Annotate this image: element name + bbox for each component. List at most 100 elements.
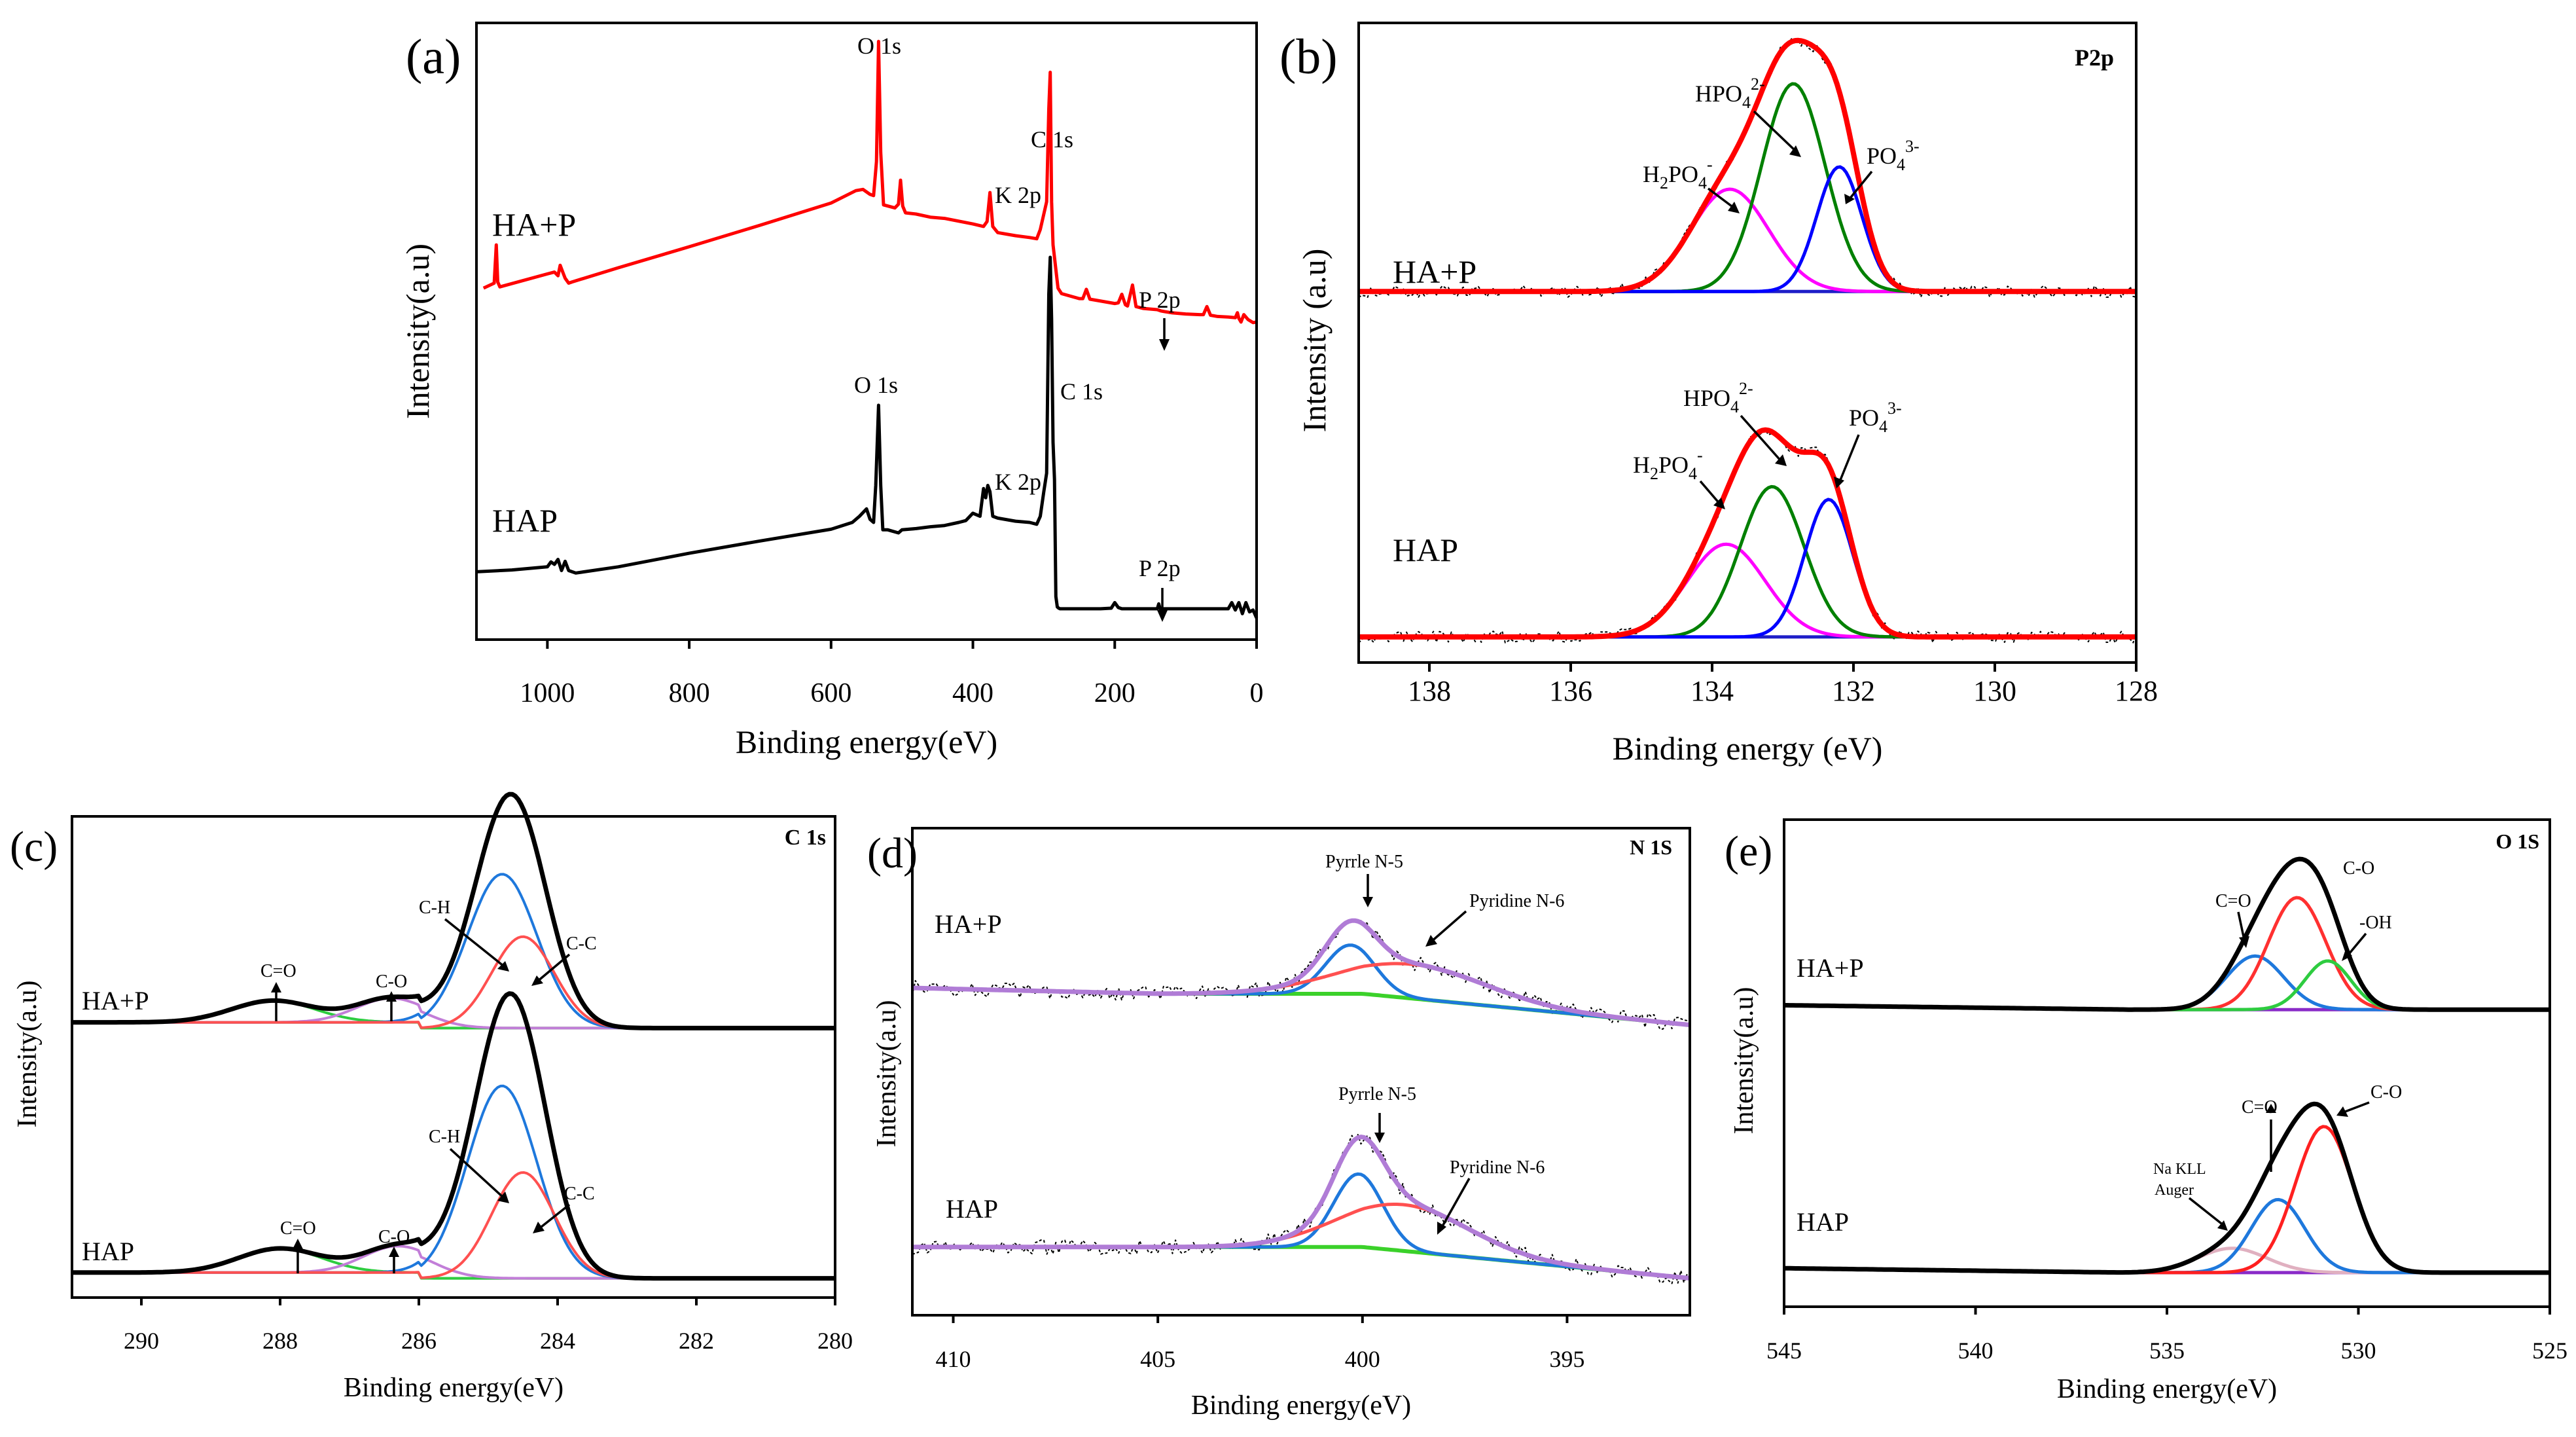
x-tick-label: 0 bbox=[1250, 678, 1264, 708]
annotation-co-hap-p-e: C-O bbox=[2343, 858, 2374, 879]
x-tick-label: 525 bbox=[2532, 1337, 2567, 1364]
panel-a-x-ticks: 1000 800 600 400 200 0 bbox=[520, 640, 1264, 708]
annotation-arrow-h2po4-hap bbox=[1699, 480, 1721, 505]
x-tick-label: 405 bbox=[1140, 1346, 1175, 1372]
panel-c-corner-label: C 1s bbox=[785, 826, 826, 850]
x-tick-label: 134 bbox=[1690, 675, 1734, 707]
panel-b-series bbox=[1358, 37, 2137, 644]
annotation-co-hap-e: C-O bbox=[2370, 1082, 2402, 1102]
raw-data-hap bbox=[912, 1134, 1690, 1284]
series-label-hap-d: HAP bbox=[946, 1194, 998, 1224]
panel-d-ylabel: Intensity(a.u) bbox=[872, 1000, 902, 1147]
envelope-ha-p bbox=[1359, 37, 2136, 295]
annotation-po4-hap-p: PO43- bbox=[1867, 137, 1920, 174]
baseline-hap bbox=[912, 1245, 1690, 1281]
envelope-hap bbox=[1359, 427, 2136, 640]
annotation-arrow-h2po4-hap-p bbox=[1707, 187, 1736, 209]
panel-label-d: (d) bbox=[867, 829, 918, 877]
annotation-oh-hap-p-e: -OH bbox=[2359, 913, 2392, 933]
annotation-arrowhead-co-hap bbox=[389, 1246, 399, 1257]
annotation-arrowhead-c-eq-o-hap-e bbox=[2266, 1104, 2276, 1113]
envelope-ha-p bbox=[1784, 856, 2550, 1012]
panel-d-xlabel: Binding energy(eV) bbox=[1191, 1391, 1411, 1421]
annotation-pyrrle-hap: Pyrrle N-5 bbox=[1338, 1084, 1416, 1104]
annotation-c1s-hap: C 1s bbox=[1060, 378, 1103, 405]
annotation-ch-hap-p: C-H bbox=[419, 898, 450, 918]
panel-d-corner-label: N 1S bbox=[1630, 835, 1672, 859]
panel-b: (b) 138 136 134 132 130 128 P2p Binding energ… bbox=[1279, 22, 2158, 767]
panel-c-frame bbox=[71, 815, 836, 1299]
x-tick-label: 395 bbox=[1549, 1346, 1584, 1372]
panel-e-corner-label: O 1S bbox=[2496, 829, 2539, 853]
series-label-hap-e: HAP bbox=[1797, 1207, 1849, 1237]
annotation-c-eq-o-hap-p-e: C=O bbox=[2215, 891, 2251, 911]
raw-data-hap bbox=[1358, 429, 2137, 644]
envelope-ha-p bbox=[912, 918, 1690, 1027]
annotation-k2p-hap: K 2p bbox=[995, 469, 1041, 495]
series-label-hap: HAP bbox=[492, 502, 558, 539]
annotation-h2po4-hap-p: H2PO4- bbox=[1643, 155, 1713, 192]
annotation-arrowhead-c-eq-o-hap-p bbox=[271, 982, 281, 992]
annotation-k2p-hap-p: K 2p bbox=[995, 182, 1041, 208]
annotation-arrowhead-c-eq-o-hap-p-e bbox=[2239, 936, 2249, 948]
panel-label-e: (e) bbox=[1725, 828, 1772, 875]
annotation-arrowhead-na-kll bbox=[2217, 1220, 2228, 1231]
annotation-arrow-pyridine-hap-p bbox=[1429, 910, 1467, 944]
panel-d-series bbox=[912, 918, 1690, 1284]
panel-label-a: (a) bbox=[406, 29, 461, 84]
annotation-arrow-po4-hap-p bbox=[1848, 170, 1873, 201]
panel-c-x-ticks: 290 288 286 284 282 280 bbox=[124, 1298, 853, 1354]
annotation-h2po4-hap: H2PO4- bbox=[1633, 446, 1703, 483]
x-tick-label: 800 bbox=[669, 678, 710, 708]
x-tick-label: 136 bbox=[1549, 675, 1592, 707]
series-label-ha-p-d: HA+P bbox=[935, 909, 1002, 939]
x-tick-label: 138 bbox=[1408, 675, 1451, 707]
envelope-hap bbox=[912, 1135, 1690, 1281]
x-tick-label: 600 bbox=[810, 678, 851, 708]
annotation-arrow-cc-hap-p bbox=[535, 953, 571, 983]
series-line-ha-p bbox=[482, 39, 1257, 325]
annotation-ch-hap: C-H bbox=[429, 1127, 460, 1147]
annotation-arrowhead-h2po4-hap bbox=[1713, 498, 1725, 509]
panel-label-b: (b) bbox=[1279, 29, 1338, 84]
x-tick-label: 290 bbox=[124, 1328, 159, 1354]
panel-c: (c) 290 288 286 284 282 280 C 1s Binding ener… bbox=[10, 791, 853, 1403]
panel-d-frame bbox=[911, 827, 1691, 1317]
annotation-pyridine-hap-p: Pyridine N-6 bbox=[1469, 891, 1564, 911]
annotation-arrowhead-hpo4-hap-p bbox=[1789, 145, 1801, 157]
x-tick-label: 530 bbox=[2341, 1337, 2376, 1364]
panel-b-x-ticks: 138 136 134 132 130 128 bbox=[1408, 663, 2158, 707]
component--oh bbox=[1784, 959, 2550, 1011]
x-tick-label: 282 bbox=[679, 1328, 714, 1354]
panel-b-xlabel: Binding energy (eV) bbox=[1613, 730, 1883, 767]
x-tick-label: 540 bbox=[1958, 1337, 1994, 1364]
annotation-arrow-pyridine-hap bbox=[1439, 1178, 1471, 1231]
annotation-o1s-hap-p: O 1s bbox=[857, 33, 901, 59]
component-c-o bbox=[1784, 896, 2550, 1011]
series-label-ha-p-c: HA+P bbox=[82, 986, 149, 1015]
annotation-arrowhead-h2po4-hap-p bbox=[1728, 202, 1740, 213]
panel-e: (e) 545 540 535 530 525 O 1S Binding energy(… bbox=[1725, 818, 2567, 1404]
baseline-ha-p bbox=[912, 986, 1690, 1027]
raw-data-ha-p bbox=[912, 919, 1690, 1030]
annotation-arrowhead-po4-hap bbox=[1834, 477, 1844, 488]
annotation-c-eq-o-hap-p: C=O bbox=[260, 961, 296, 981]
envelope-hap bbox=[72, 991, 835, 1281]
panel-b-corner-label: P2p bbox=[2075, 45, 2114, 71]
component-c-o bbox=[1784, 954, 2550, 1011]
annotation-arrowhead-co-hap-p bbox=[386, 991, 397, 1002]
x-tick-label: 132 bbox=[1832, 675, 1875, 707]
component-c-o bbox=[1783, 1125, 2550, 1275]
annotation-arrowhead-pyrrle-hap bbox=[1374, 1133, 1385, 1143]
panel-a: (a) 1000 800 600 400 200 0 Binding energy(eV)… bbox=[399, 22, 1264, 760]
annotation-arrowhead-ch-hap-p bbox=[497, 961, 509, 972]
annotation-auger: Auger bbox=[2155, 1182, 2194, 1199]
x-tick-label: 130 bbox=[1973, 675, 2016, 707]
x-tick-label: 128 bbox=[2115, 675, 2158, 707]
panel-e-xlabel: Binding energy(eV) bbox=[2057, 1374, 2277, 1404]
annotation-co-hap: C-O bbox=[378, 1227, 410, 1247]
annotation-arrow-ch-hap-p bbox=[444, 918, 505, 968]
panel-b-ylabel: Intensity (a.u) bbox=[1296, 249, 1333, 432]
annotation-arrow-hpo4-hap-p bbox=[1753, 110, 1798, 153]
